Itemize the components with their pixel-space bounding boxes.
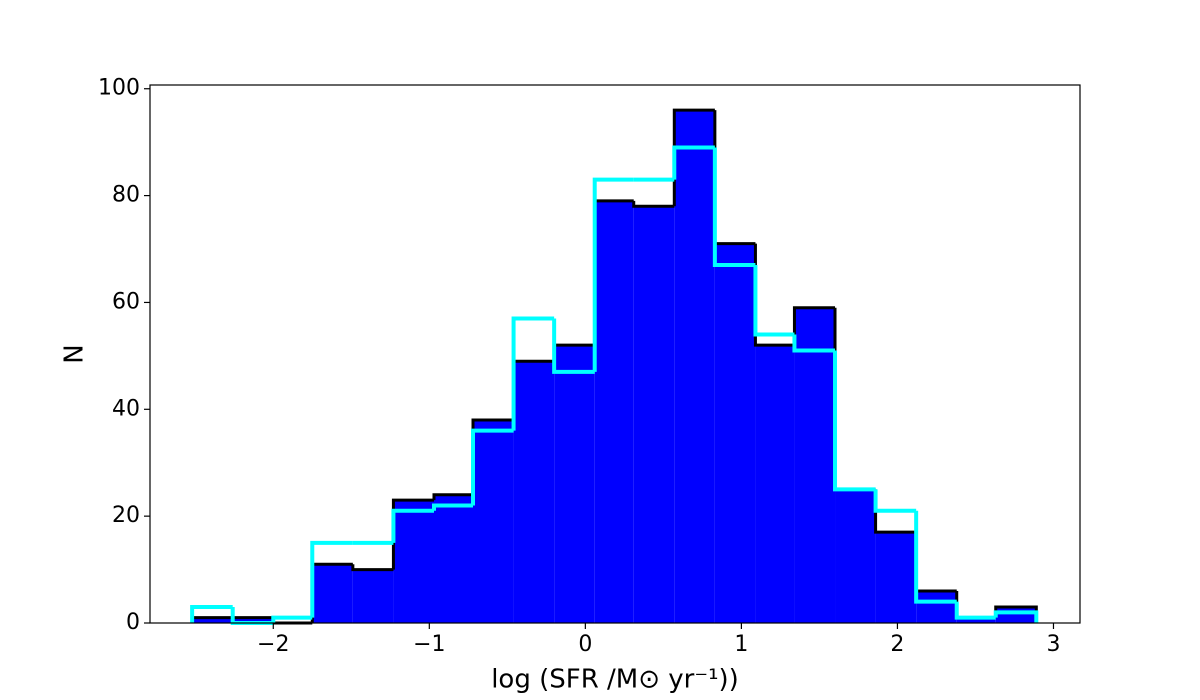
bar	[714, 243, 756, 623]
step-outline	[914, 510, 957, 604]
bar-outline	[713, 110, 756, 246]
bar	[433, 494, 474, 623]
step-outline	[672, 145, 715, 180]
y-tick-label: 60	[112, 289, 140, 314]
y-axis-label: N	[60, 344, 90, 363]
step-outline	[954, 601, 996, 620]
step-outline	[310, 540, 353, 618]
step-outline	[792, 334, 836, 353]
x-tick-label: 0	[578, 632, 592, 657]
bar	[755, 345, 795, 623]
step-outline	[471, 428, 514, 506]
bar	[674, 110, 715, 623]
x-tick-label: 3	[1046, 632, 1060, 657]
x-tick-label: −2	[257, 632, 289, 657]
bar	[473, 419, 514, 623]
bar	[633, 206, 675, 624]
bar	[232, 617, 274, 623]
y-tick-label: 40	[112, 396, 140, 421]
bar-outline	[391, 498, 434, 570]
bar-outline	[914, 532, 957, 593]
bar	[916, 590, 957, 623]
step-outline	[190, 604, 233, 623]
step-outline	[552, 318, 595, 374]
bar	[995, 606, 1037, 623]
bar	[956, 617, 996, 623]
x-tick-label: −1	[413, 632, 445, 657]
step-outline	[271, 615, 313, 623]
bar-outline	[833, 307, 876, 491]
bar	[192, 617, 233, 623]
y-tick-label: 80	[112, 183, 140, 208]
y-tick-label: 20	[112, 503, 140, 528]
bar	[554, 345, 595, 623]
step-outline	[833, 350, 876, 492]
step-outline	[993, 610, 1039, 623]
x-axis-label: log (SFR /M⊙ yr⁻¹))	[491, 665, 739, 695]
x-tick-label: 2	[890, 632, 904, 657]
step-outline	[511, 316, 555, 431]
step-outline	[753, 265, 795, 337]
bar-outline	[955, 590, 996, 620]
y-tick-label: 0	[126, 610, 140, 635]
bar-outline	[632, 200, 675, 208]
bar	[875, 532, 917, 623]
bar	[835, 489, 876, 623]
bar-outline	[432, 493, 474, 501]
bar	[513, 361, 555, 623]
x-tick-label: 1	[734, 632, 748, 657]
y-tick-label: 100	[98, 76, 140, 101]
step-outline	[712, 147, 756, 268]
step-outline	[431, 503, 474, 511]
bar	[393, 500, 434, 623]
bar-outline	[753, 243, 795, 347]
step-outline	[391, 508, 434, 543]
step-outline	[592, 177, 634, 372]
bar	[312, 564, 353, 623]
bar	[594, 200, 634, 624]
plot-frame	[149, 84, 1081, 624]
bar	[794, 307, 836, 623]
bar	[352, 569, 394, 623]
step-outline	[873, 489, 917, 513]
bar-outline	[351, 564, 394, 572]
